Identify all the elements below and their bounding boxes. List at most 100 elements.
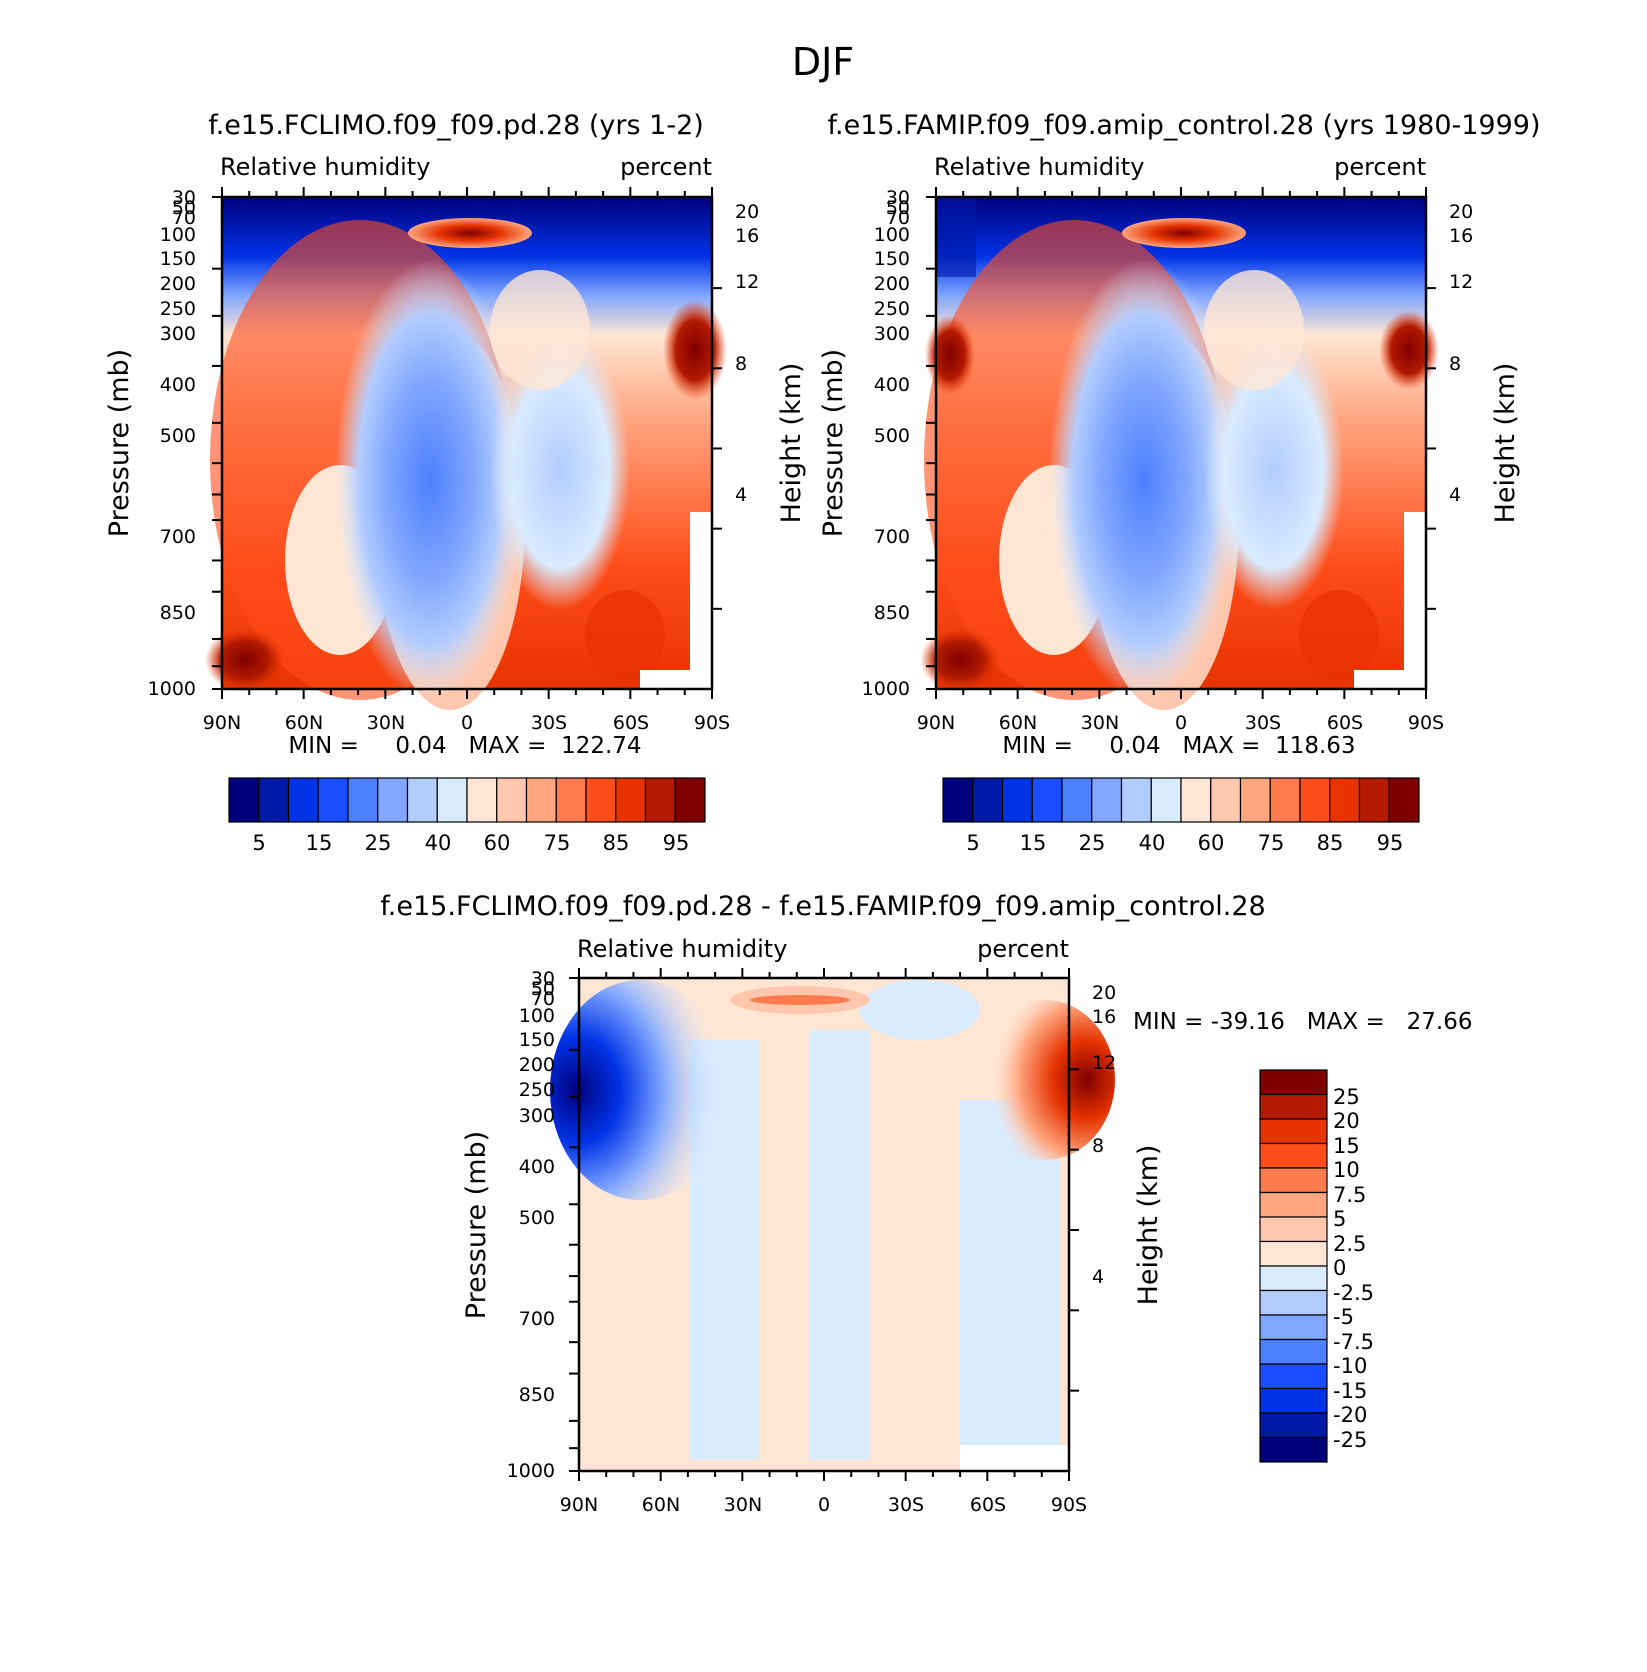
panel-2-minmax: MIN = 0.04 MAX = 118.63 (1002, 733, 1355, 759)
panel-2-colorbar-label: 40 (1139, 831, 1166, 855)
panel-3-x-tick: 0 (818, 1494, 830, 1516)
panel-1-y-tick: 200 (160, 273, 196, 295)
panel-3-colorbar-label: -10 (1333, 1354, 1367, 1378)
panel-2-y-tick: 700 (874, 526, 910, 548)
panel-2-colorbar: 5 15 25 40 60 75 85 95 (942, 777, 1420, 855)
panel-1-colorbar-label: 60 (484, 831, 511, 855)
panel-2-units-label: percent (1334, 153, 1426, 181)
panel-2-x-tick: 60N (999, 712, 1037, 734)
panel-1-colorbar-label: 40 (425, 831, 452, 855)
panel-3-colorbar-label: 2.5 (1333, 1232, 1366, 1256)
panel-1-height-tick: 4 (735, 484, 747, 506)
panel-2-x-tick: 30N (1081, 712, 1119, 734)
panel-1-colorbar-label: 5 (252, 831, 265, 855)
colorbar-box (1259, 1216, 1328, 1243)
panel-3-y-tick: 150 (519, 1029, 555, 1051)
panel-1-y-tick: 500 (160, 425, 196, 447)
panel-3-x-tick: 30S (888, 1494, 924, 1516)
panel-2-x-tick: 90S (1408, 712, 1444, 734)
panel-3-y-tick: 50 (531, 978, 555, 1000)
panel-3-colorbar-boxes (1259, 1069, 1328, 1463)
panel-3-y-tick: 200 (519, 1054, 555, 1076)
panel-3-colorbar-label: -20 (1333, 1403, 1367, 1427)
colorbar-box (1259, 1314, 1328, 1341)
panel-2-plot-area (920, 197, 1439, 710)
panel-3-colorbar-label: -2.5 (1333, 1281, 1374, 1305)
panel-3-y-tick: 100 (519, 1005, 555, 1027)
panel-3-x-tick: 90S (1051, 1494, 1087, 1516)
panel-1-colorbar-label: 75 (544, 831, 571, 855)
colorbar-box (1259, 1142, 1328, 1169)
panel-2-colorbar-label: 75 (1258, 831, 1285, 855)
panel-3-y-axis-title: Pressure (mb) (461, 1131, 492, 1319)
panel-3-colorbar-label: -15 (1333, 1379, 1367, 1403)
colorbar-box (942, 777, 974, 823)
panel-2-y-tick: 1000 (862, 678, 910, 700)
panel-1-height-tick: 8 (735, 353, 747, 375)
panel-1-height-tick: 12 (735, 271, 759, 293)
panel-1-x-tick: 90S (694, 712, 730, 734)
colorbar-box (258, 777, 290, 823)
panel-3-colorbar-label: 0 (1333, 1256, 1346, 1280)
panel-2-x-tick: 30S (1245, 712, 1281, 734)
panel-3-case-title: f.e15.FCLIMO.f09_f09.pd.28 - f.e15.FAMIP… (380, 891, 1265, 922)
panel-3-y-tick: 70 (531, 988, 555, 1010)
panel-2-y-tick: 250 (874, 298, 910, 320)
colorbar-box (1259, 1069, 1328, 1096)
colorbar-box (1259, 1191, 1328, 1218)
panel-3-y-tick: 850 (519, 1384, 555, 1406)
panel-2-height-tick: 16 (1449, 225, 1473, 247)
panel-2-colorbar-label: 85 (1317, 831, 1344, 855)
colorbar-box (1091, 777, 1123, 823)
panel-1-colorbar-label: 85 (603, 831, 630, 855)
panel-3-y-tick: 400 (519, 1156, 555, 1178)
colorbar-box (1120, 777, 1152, 823)
panel-2-y-tick: 150 (874, 248, 910, 270)
colorbar-box (1259, 1338, 1328, 1365)
panel-3-x-tick: 30N (724, 1494, 762, 1516)
panel-2-y-tick: 500 (874, 425, 910, 447)
panel-2-y-tick: 30 (886, 187, 910, 209)
colorbar-box (1259, 1412, 1328, 1439)
panel-2-y-axis: 30 50 70 100 150 200 250 300 400 500 700… (818, 187, 910, 700)
panel-1-minmax: MIN = 0.04 MAX = 122.74 (288, 733, 641, 759)
panel-1-colorbar-boxes (228, 777, 706, 823)
colorbar-box (228, 777, 260, 823)
colorbar-box (1259, 1436, 1328, 1463)
panel-1-y-tick: 700 (160, 526, 196, 548)
panel-3-height-tick: 20 (1092, 982, 1116, 1004)
panel-3-colorbar-label: 10 (1333, 1158, 1360, 1182)
colorbar-box (1259, 1167, 1328, 1194)
panel-3-colorbar-label: -5 (1333, 1305, 1354, 1329)
panel-2-y-tick: 100 (874, 224, 910, 246)
panel-3-x-axis: 90N 60N 30N 0 30S 60S 90S (560, 1494, 1087, 1516)
panel-2-height-tick: 12 (1449, 271, 1473, 293)
colorbar-box (555, 777, 587, 823)
colorbar-box (1259, 1363, 1328, 1390)
axis-tick-marks (569, 968, 1079, 1481)
panel-2-height-tick: 4 (1449, 484, 1461, 506)
panel-2-y-tick: 50 (886, 197, 910, 219)
axis-tick-marks (212, 187, 722, 699)
panel-1-colorbar-label: 95 (663, 831, 690, 855)
panel-3-y-tick: 30 (531, 968, 555, 990)
colorbar-box (1269, 777, 1301, 823)
panel-1-x-tick: 30S (531, 712, 567, 734)
panel-3-colorbar-label: 7.5 (1333, 1183, 1366, 1207)
colorbar-box (972, 777, 1004, 823)
panel-3-y-tick: 500 (519, 1207, 555, 1229)
panel-3-x-tick: 90N (560, 1494, 598, 1516)
panel-1-colorbar-label: 15 (306, 831, 333, 855)
panel-1-x-tick: 60S (613, 712, 649, 734)
panel-2-y-tick: 400 (874, 374, 910, 396)
panel-1-y-tick: 100 (160, 224, 196, 246)
panel-2-colorbar-label: 15 (1020, 831, 1047, 855)
panel-3-height-tick: 12 (1092, 1052, 1116, 1074)
panel-2-y-axis-title: Pressure (mb) (818, 349, 849, 537)
colorbar-box (287, 777, 319, 823)
panel-2-height-tick: 8 (1449, 353, 1461, 375)
colorbar-box (1180, 777, 1212, 823)
panel-2: f.e15.FAMIP.f09_f09.amip_control.28 (yrs… (818, 110, 1540, 855)
colorbar-box (347, 777, 379, 823)
colorbar-box (406, 777, 438, 823)
